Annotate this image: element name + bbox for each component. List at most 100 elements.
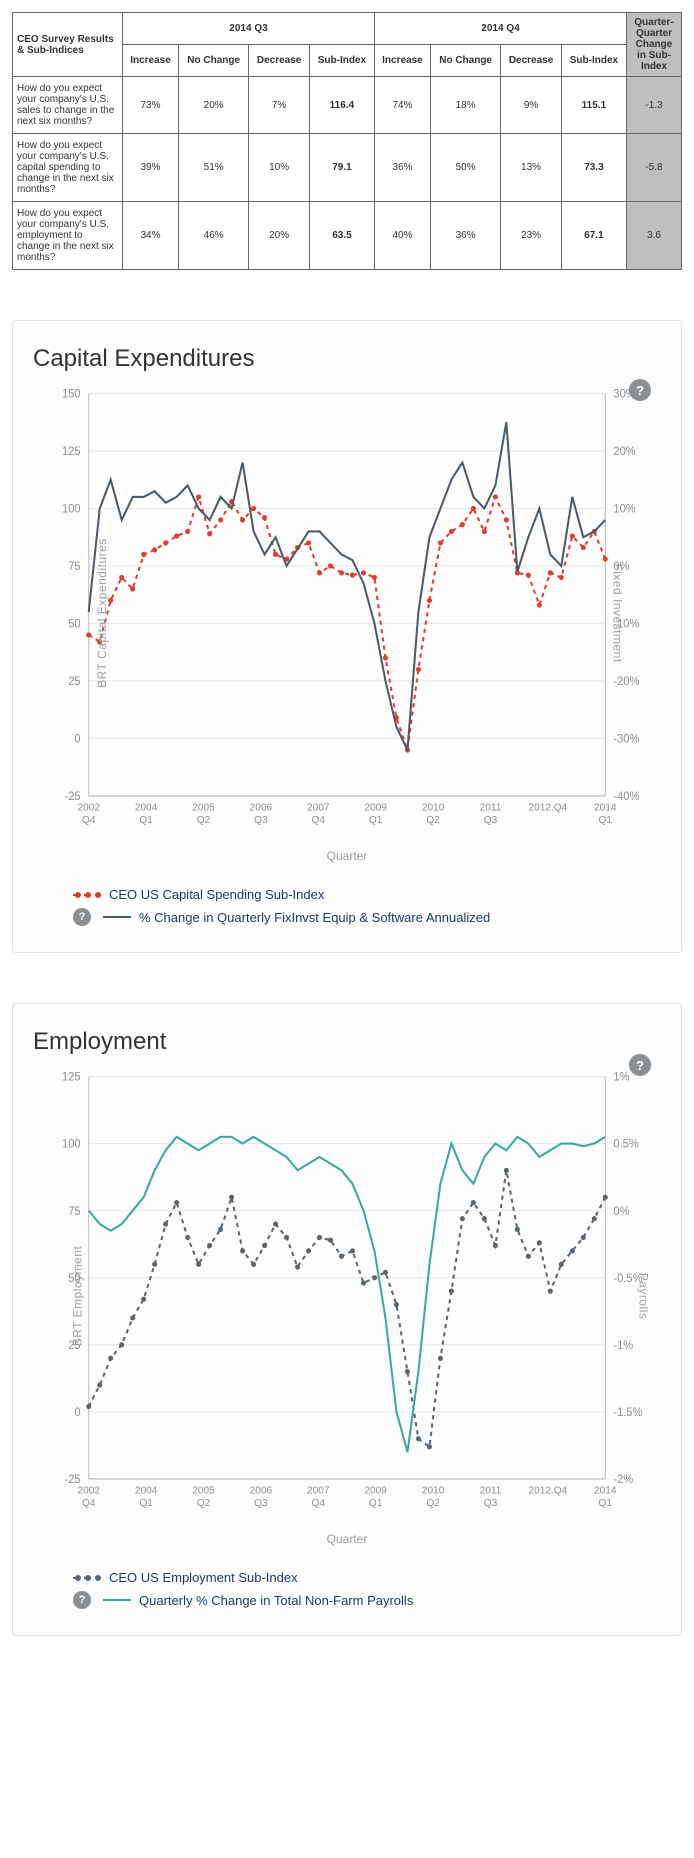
capex-chart: BRT Capital Expenditures Fixed Investmen… — [33, 383, 661, 843]
svg-text:50: 50 — [68, 618, 80, 630]
svg-text:Q1: Q1 — [369, 1498, 383, 1509]
svg-text:2014: 2014 — [594, 1485, 617, 1496]
x-axis-label: Quarter — [33, 849, 661, 863]
svg-text:2006: 2006 — [250, 802, 273, 813]
employment-title: Employment — [33, 1028, 661, 1056]
x-axis-label: Quarter — [33, 1532, 661, 1546]
svg-text:Q2: Q2 — [197, 815, 211, 826]
svg-text:-1%: -1% — [613, 1340, 633, 1352]
cell: 74% — [374, 77, 430, 134]
svg-text:150: 150 — [62, 388, 81, 400]
svg-text:2007: 2007 — [307, 1485, 330, 1496]
change-cell: 3.6 — [627, 202, 682, 270]
legend-label: % Change in Quarterly FixInvst Equip & S… — [139, 910, 490, 925]
svg-text:2005: 2005 — [192, 802, 215, 813]
svg-text:30%: 30% — [613, 388, 635, 400]
svg-text:2004: 2004 — [135, 1485, 158, 1496]
table-row: How do you expect your company's U.S. ca… — [13, 134, 682, 202]
left-axis-label: BRT Employment — [70, 1246, 84, 1347]
legend-swatch-icon — [103, 1599, 131, 1601]
svg-text:Q1: Q1 — [599, 1498, 613, 1509]
svg-text:-25: -25 — [65, 1474, 81, 1486]
svg-text:2005: 2005 — [192, 1485, 215, 1496]
right-axis-label: Fixed Investment — [610, 563, 624, 662]
legend-swatch-icon — [103, 916, 131, 918]
svg-text:0.5%: 0.5% — [613, 1139, 638, 1151]
cell: 115.1 — [561, 77, 626, 134]
svg-text:-40%: -40% — [613, 791, 639, 803]
help-icon[interactable]: ? — [73, 1591, 91, 1609]
legend-item: CEO US Employment Sub-Index — [73, 1570, 661, 1585]
left-axis-label: BRT Capital Expenditures — [95, 538, 109, 688]
employment-card: Employment ? BRT Employment Payrolls -25… — [12, 1003, 682, 1636]
svg-text:100: 100 — [62, 503, 81, 515]
svg-text:20%: 20% — [613, 446, 635, 458]
svg-text:Q1: Q1 — [369, 815, 383, 826]
svg-text:2010: 2010 — [422, 802, 445, 813]
svg-text:Q1: Q1 — [139, 815, 153, 826]
svg-text:Q3: Q3 — [484, 815, 498, 826]
svg-text:0%: 0% — [613, 1206, 629, 1218]
capex-card: Capital Expenditures ? BRT Capital Expen… — [12, 320, 682, 953]
svg-text:0: 0 — [74, 1407, 80, 1419]
svg-text:Q3: Q3 — [254, 1498, 268, 1509]
svg-text:10%: 10% — [613, 503, 635, 515]
cell: 73% — [123, 77, 179, 134]
change-cell: -5.8 — [627, 134, 682, 202]
employment-chart: BRT Employment Payrolls -250255075100125… — [33, 1066, 661, 1526]
svg-text:125: 125 — [62, 446, 81, 458]
help-icon[interactable]: ? — [73, 908, 91, 926]
table-row: How do you expect your company's U.S. sa… — [13, 77, 682, 134]
legend-swatch-icon — [73, 894, 101, 896]
cell: 51% — [178, 134, 248, 202]
svg-text:Q4: Q4 — [312, 815, 326, 826]
right-axis-label: Payrolls — [637, 1273, 651, 1320]
cell: 67.1 — [561, 202, 626, 270]
svg-text:2009: 2009 — [364, 802, 387, 813]
svg-text:-25: -25 — [65, 791, 81, 803]
cell: 46% — [178, 202, 248, 270]
cell: 9% — [501, 77, 562, 134]
svg-text:2002: 2002 — [77, 1485, 100, 1496]
cell: 50% — [430, 134, 500, 202]
svg-text:2011: 2011 — [480, 802, 502, 813]
svg-text:-1.5%: -1.5% — [613, 1407, 642, 1419]
svg-text:Q4: Q4 — [312, 1498, 326, 1509]
svg-text:Q2: Q2 — [426, 815, 440, 826]
legend-item: ? Quarterly % Change in Total Non-Farm P… — [73, 1591, 661, 1609]
svg-text:2002: 2002 — [77, 802, 100, 813]
svg-text:Q4: Q4 — [82, 1498, 96, 1509]
legend-swatch-icon — [73, 1577, 101, 1579]
svg-text:2010: 2010 — [422, 1485, 445, 1496]
cell: 7% — [249, 77, 310, 134]
svg-text:Q1: Q1 — [139, 1498, 153, 1509]
svg-text:Q1: Q1 — [599, 815, 613, 826]
change-header: Quarter-Quarter Change in Sub-Index — [627, 13, 682, 77]
svg-text:2014: 2014 — [594, 802, 617, 813]
capex-title: Capital Expenditures — [33, 345, 661, 373]
table-row: How do you expect your company's U.S. em… — [13, 202, 682, 270]
legend-item: ? % Change in Quarterly FixInvst Equip &… — [73, 908, 661, 926]
svg-text:2007: 2007 — [307, 802, 330, 813]
svg-text:Q3: Q3 — [254, 815, 268, 826]
row-question: How do you expect your company's U.S. ca… — [13, 134, 123, 202]
svg-text:75: 75 — [68, 1206, 80, 1218]
svg-text:2006: 2006 — [250, 1485, 273, 1496]
svg-text:Q2: Q2 — [426, 1498, 440, 1509]
cell: 79.1 — [309, 134, 374, 202]
legend-label: Quarterly % Change in Total Non-Farm Pay… — [139, 1593, 413, 1608]
cell: 20% — [178, 77, 248, 134]
group-q3: 2014 Q3 — [123, 13, 375, 45]
svg-text:2012.Q4: 2012.Q4 — [528, 1485, 567, 1496]
cell: 73.3 — [561, 134, 626, 202]
svg-text:1%: 1% — [613, 1071, 629, 1083]
change-cell: -1.3 — [627, 77, 682, 134]
svg-text:-2%: -2% — [613, 1474, 633, 1486]
svg-text:100: 100 — [62, 1139, 81, 1151]
svg-text:2004: 2004 — [135, 802, 158, 813]
group-q4: 2014 Q4 — [374, 13, 626, 45]
svg-text:Q3: Q3 — [484, 1498, 498, 1509]
svg-text:Q4: Q4 — [82, 815, 96, 826]
cell: 13% — [501, 134, 562, 202]
row-question: How do you expect your company's U.S. sa… — [13, 77, 123, 134]
